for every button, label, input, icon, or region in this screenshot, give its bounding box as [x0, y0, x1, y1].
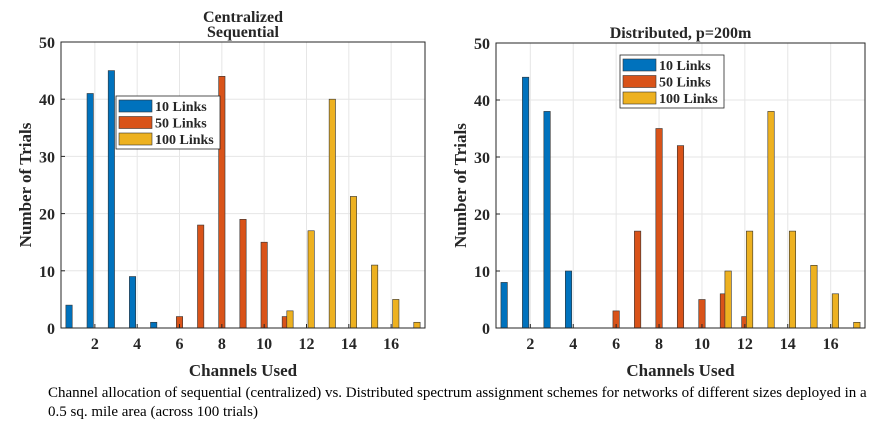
x-tick-label: 4 — [569, 336, 577, 353]
x-tick-label: 2 — [91, 336, 99, 353]
legend-swatch — [622, 91, 657, 105]
x-tick-label: 8 — [218, 336, 226, 353]
x-tick-label: 14 — [780, 336, 796, 353]
y-tick-label: 40 — [39, 92, 55, 109]
bar-10-links — [522, 76, 530, 329]
bar-10-links — [65, 304, 73, 329]
x-tick-label: 8 — [655, 336, 663, 353]
legend-swatch — [118, 116, 153, 129]
y-axis-label: Number of Trials — [451, 123, 470, 248]
bar-100-links — [413, 321, 421, 329]
bar-100-links — [371, 264, 379, 329]
legend-label: 100 Links — [659, 92, 718, 107]
y-tick-label: 30 — [474, 150, 490, 167]
y-tick-label: 40 — [474, 93, 490, 110]
y-tick-label: 10 — [39, 264, 55, 281]
x-tick-label: 16 — [823, 336, 839, 353]
bar-100-links — [810, 264, 818, 329]
bar-50-links — [698, 299, 706, 329]
bar-10-links — [543, 111, 551, 329]
x-tick-label: 14 — [341, 336, 357, 353]
chart-2: 2 4 6 8 10 12 14 16 0 10 20 30 40 50 Channels Used Numb… — [451, 25, 866, 380]
figure-caption: Channel allocation of sequential (centra… — [48, 385, 867, 420]
y-tick-label: 10 — [474, 264, 490, 281]
x-tick-label: 12 — [737, 336, 753, 353]
bar-10-links — [564, 270, 573, 329]
axes-box — [60, 41, 426, 329]
legend-label: 10 Links — [659, 59, 711, 74]
chart-title: Centralized — [203, 9, 283, 26]
bar-50-links — [197, 224, 205, 329]
chart-1: 2 4 6 8 10 12 14 16 0 10 20 30 40 50 Channels Used Numb… — [16, 9, 426, 380]
y-tick-label: 0 — [47, 321, 55, 338]
bar-100-links — [349, 196, 357, 329]
x-tick-label: 4 — [133, 336, 141, 353]
legend-swatch — [622, 58, 657, 72]
y-axis-label: Number of Trials — [16, 122, 35, 247]
y-tick-label: 50 — [39, 35, 55, 52]
bar-50-links — [239, 219, 247, 329]
bar-100-links — [724, 270, 732, 329]
bar-10-links — [107, 70, 115, 329]
y-tick-label: 0 — [482, 321, 490, 338]
axes-box — [495, 42, 866, 329]
legend-label: 50 Links — [659, 76, 711, 91]
bar-50-links — [634, 230, 642, 329]
x-tick-label: 10 — [694, 336, 710, 353]
bar-10-links — [129, 276, 137, 329]
bar-10-links — [150, 321, 158, 329]
legend-swatch — [118, 99, 153, 113]
x-axis-label: Channels Used — [189, 361, 298, 380]
bar-100-links — [788, 230, 797, 329]
x-tick-label: 6 — [612, 336, 620, 353]
bar-100-links — [392, 299, 400, 329]
y-tick-label: 30 — [39, 149, 55, 166]
bar-50-links — [260, 241, 268, 329]
x-axis-label: Channels Used — [626, 361, 735, 380]
bar-10-links — [500, 282, 508, 329]
bar-100-links — [307, 230, 315, 329]
bar-100-links — [286, 310, 294, 329]
x-tick-label: 10 — [256, 336, 272, 353]
legend-label: 100 Links — [155, 133, 214, 148]
x-tick-label: 12 — [298, 336, 314, 353]
bar-100-links — [746, 230, 754, 329]
legend-label: 10 Links — [155, 100, 207, 115]
bar-100-links — [767, 111, 775, 329]
y-tick-label: 20 — [39, 207, 55, 224]
x-tick-label: 16 — [383, 336, 399, 353]
bar-100-links — [853, 321, 861, 329]
legend-label: 50 Links — [155, 117, 207, 132]
bar-50-links — [655, 128, 663, 329]
bar-10-links — [86, 93, 94, 329]
bar-100-links — [328, 98, 336, 329]
bar-50-links — [676, 145, 685, 329]
x-tick-label: 6 — [176, 336, 184, 353]
legend-swatch — [622, 75, 657, 88]
chart-title: Sequential — [207, 24, 280, 41]
y-tick-label: 20 — [474, 207, 490, 224]
y-tick-label: 50 — [474, 36, 490, 53]
chart-title: Distributed, p=200m — [610, 25, 752, 42]
legend-swatch — [118, 132, 153, 146]
bar-100-links — [831, 293, 839, 329]
x-tick-label: 2 — [526, 336, 534, 353]
